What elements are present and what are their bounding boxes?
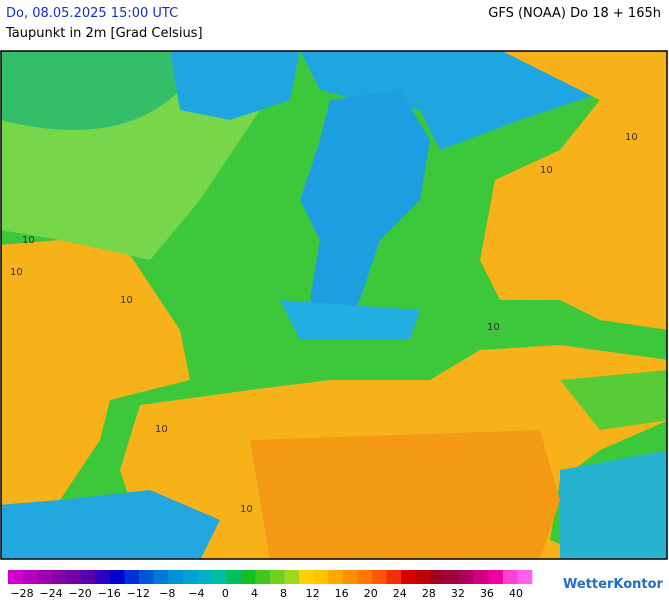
contour-label: 10 bbox=[487, 322, 500, 333]
colorbar-swatch bbox=[342, 570, 358, 584]
colorbar-label: −4 bbox=[188, 587, 204, 600]
colorbar-swatch bbox=[459, 570, 475, 584]
colorbar-swatch bbox=[517, 570, 533, 584]
colorbar-swatch bbox=[488, 570, 504, 584]
colorbar-swatch bbox=[473, 570, 489, 584]
colorbar-label: −16 bbox=[98, 587, 121, 600]
contour-label: 10 bbox=[155, 424, 168, 435]
valid-time: Do, 08.05.2025 15:00 UTC bbox=[6, 6, 179, 21]
colorbar-swatch bbox=[95, 570, 111, 584]
colorbar-label: 8 bbox=[280, 587, 287, 600]
colorbar-swatch bbox=[430, 570, 445, 584]
contour-label: 10 bbox=[240, 504, 253, 515]
colorbar-swatch bbox=[255, 570, 271, 584]
colorbar-swatch bbox=[66, 570, 82, 584]
colorbar-swatch bbox=[80, 570, 96, 584]
map-frame bbox=[0, 50, 668, 560]
colorbar-label: 24 bbox=[393, 587, 407, 600]
colorbar-label: 32 bbox=[451, 587, 465, 600]
colorbar-swatch bbox=[284, 570, 300, 584]
colorbar-label: −28 bbox=[10, 587, 33, 600]
contour-label: 10 bbox=[120, 295, 133, 306]
colorbar-swatch bbox=[313, 570, 329, 584]
colorbar-swatch bbox=[211, 570, 227, 584]
parameter: Taupunkt in 2m [Grad Celsius] bbox=[6, 26, 203, 41]
colorbar-swatch bbox=[386, 570, 402, 584]
colorbar-swatch bbox=[124, 570, 140, 584]
colorbar-swatch bbox=[328, 570, 344, 584]
colorbar-swatch bbox=[182, 570, 198, 584]
colorbar-swatch bbox=[109, 570, 125, 584]
colorbar-label: 4 bbox=[251, 587, 258, 600]
colorbar-label: −20 bbox=[69, 587, 92, 600]
colorbar-swatch bbox=[168, 570, 183, 584]
colorbar-swatch bbox=[270, 570, 285, 584]
colorbar-swatch bbox=[22, 570, 38, 584]
colorbar-label: 36 bbox=[480, 587, 494, 600]
colorbar-label: 28 bbox=[422, 587, 436, 600]
colorbar-swatch bbox=[37, 570, 52, 584]
colorbar-label: 40 bbox=[509, 587, 523, 600]
contour-label: 10 bbox=[540, 165, 553, 176]
colorbar: −28 −24 −20 −16 −12 −8 −4 0 4 8 12 16 20 24 28 32 36 40 bbox=[8, 570, 533, 600]
colorbar-swatch bbox=[357, 570, 373, 584]
colorbar-label: −24 bbox=[39, 587, 62, 600]
colorbar-swatch bbox=[51, 570, 67, 584]
contour-label: 10 bbox=[10, 267, 23, 278]
colorbar-swatch bbox=[299, 570, 314, 584]
colorbar-swatch bbox=[444, 570, 460, 584]
colorbar-swatch bbox=[240, 570, 256, 584]
contour-label: 10 bbox=[22, 235, 35, 246]
model-run: GFS (NOAA) Do 18 + 165h bbox=[488, 6, 661, 21]
colorbar-swatch bbox=[401, 570, 416, 584]
colorbar-swatch bbox=[8, 570, 23, 584]
colorbar-swatch bbox=[415, 570, 431, 584]
contour-labels: 10 10 10 10 10 10 10 10 bbox=[10, 132, 638, 515]
colorbar-label: 20 bbox=[364, 587, 378, 600]
logo: WetterKontor bbox=[563, 577, 664, 592]
colorbar-swatch bbox=[226, 570, 242, 584]
colorbar-swatch bbox=[139, 570, 154, 584]
colorbar-label: −12 bbox=[127, 587, 150, 600]
dewpoint-field bbox=[1, 51, 667, 559]
colorbar-label: 16 bbox=[335, 587, 349, 600]
contour-label: 10 bbox=[625, 132, 638, 143]
colorbar-label: 12 bbox=[306, 587, 320, 600]
colorbar-swatch bbox=[153, 570, 169, 584]
colorbar-swatch bbox=[197, 570, 213, 584]
colorbar-label: −8 bbox=[159, 587, 175, 600]
colorbar-label: 0 bbox=[222, 587, 229, 600]
colorbar-swatch bbox=[371, 570, 387, 584]
colorbar-swatch bbox=[502, 570, 518, 584]
